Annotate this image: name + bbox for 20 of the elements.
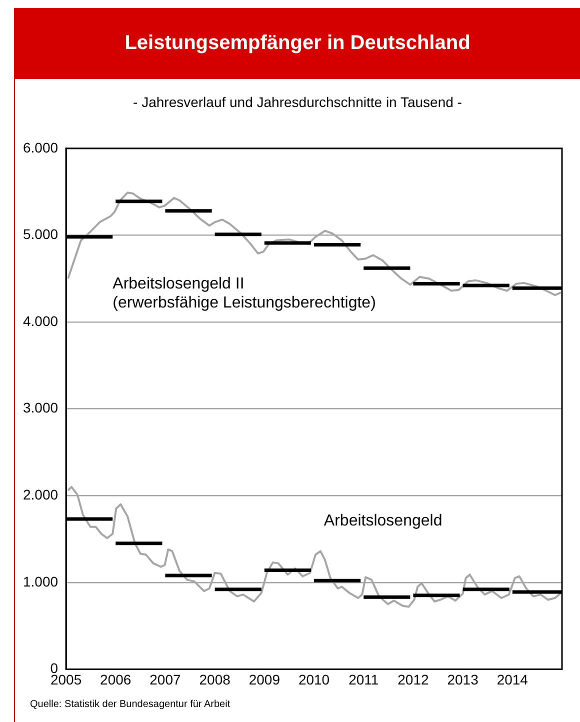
x-tick-label: 2013 (447, 671, 479, 688)
y-tick-label: 1.000 (22, 573, 58, 590)
y-tick-label: 2.000 (22, 486, 58, 502)
x-tick-label: 2006 (100, 671, 132, 688)
x-tick-label: 2012 (398, 671, 429, 688)
x-tick-label: 2010 (298, 671, 330, 688)
x-tick-label: 2007 (150, 671, 182, 688)
series-label: Arbeitslosengeld (324, 512, 442, 530)
chart-subtitle: - Jahresverlauf und Jahresdurchschnitte in Tausend - (132, 94, 463, 110)
x-tick-label: 2011 (348, 671, 379, 688)
chart-title: Leistungsempfänger in Deutschland (124, 32, 470, 55)
source-note: Quelle: Statistik der Bundesagentur für Arbeit (30, 699, 230, 710)
y-tick-label: 4.000 (22, 312, 58, 329)
y-tick-label: 5.000 (22, 226, 58, 242)
y-tick-label: 6.000 (22, 139, 58, 156)
series-label: Arbeitslosengeld II (erwerbsfähige Leistungsberechtigte) (112, 275, 376, 312)
x-tick-label: 2008 (199, 671, 231, 688)
x-tick-label: 2014 (496, 671, 528, 688)
y-tick-label: 3.000 (22, 400, 58, 416)
x-tick-label: 2009 (248, 671, 280, 688)
